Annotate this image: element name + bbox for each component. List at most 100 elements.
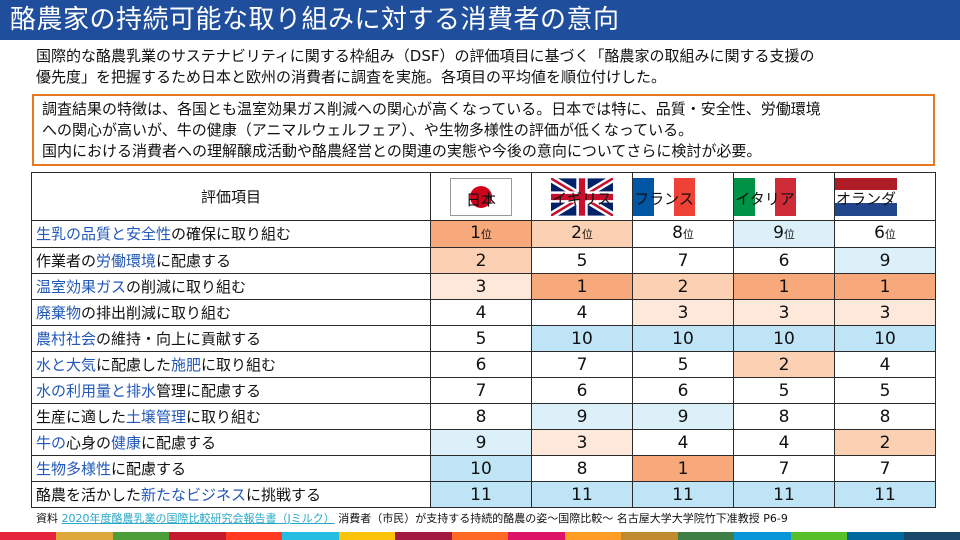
rank-cell: 7 (733, 455, 835, 482)
rank-cell: 8 (531, 455, 633, 482)
rank-value: 4 (879, 354, 891, 375)
rank-cell: 11 (531, 481, 633, 508)
rank-cell: 10 (531, 325, 633, 352)
item-text-mid: の排出削減に取り組む (81, 303, 232, 322)
item-text-mid: の確保に取り組む (171, 225, 292, 243)
rank-cell: 10 (733, 325, 835, 352)
table-row: 牛の心身の健康に配慮する 9 3 4 4 2 (31, 429, 936, 456)
rank-value: 2 (778, 354, 790, 375)
rank-value: 11 (773, 484, 795, 505)
table-row: 生産に適した土壌管理に取り組む 8 9 9 8 8 (31, 403, 936, 430)
header-netherlands: オランダ (834, 172, 936, 221)
rank-cell: 2 (430, 247, 532, 274)
rank-cell: 5 (733, 377, 835, 404)
header-item: 評価項目 (31, 172, 431, 221)
item-text-post: に配慮する (141, 433, 217, 452)
ranking-table: 評価項目 日本 イギリス (31, 172, 936, 508)
item-text-hl1: 新たなビジネス (141, 485, 247, 504)
strip-segment (338, 532, 396, 540)
item-text-post: に取り組む (201, 355, 277, 374)
header-uk: イギリス (531, 172, 633, 221)
country-label: イギリス (551, 189, 612, 208)
title-bar: 酪農家の持続可能な取り組みに対する消費者の意向 (0, 0, 960, 40)
rank-cell: 10 (430, 455, 532, 482)
item-text-hl1: 労働環境 (96, 251, 157, 270)
item-label: 作業者の労働環境に配慮する (31, 247, 431, 274)
strip-segment (395, 532, 452, 540)
rank-cell: 1 (733, 273, 835, 300)
table-row: 生乳の品質と安全性の確保に取り組む 1位 2位 8位 9位 6位 (31, 220, 936, 248)
table-row: 農村社会の維持・向上に貢献する 5 10 10 10 10 (31, 325, 936, 352)
rank-cell: 7 (632, 247, 734, 274)
header-japan: 日本 (430, 172, 532, 221)
rank-value: 7 (879, 458, 891, 479)
rank-value: 7 (677, 250, 689, 271)
rank-cell: 9 (531, 403, 633, 430)
item-text-mid: 心身の (66, 433, 112, 452)
country-label: 日本 (465, 190, 496, 209)
rank-cell: 11 (430, 481, 532, 508)
item-text-hl2: 健康 (111, 433, 142, 452)
item-text-pre: 作業者の (36, 251, 97, 270)
source-detail: 消費者（市民）が支持する持続的酪農の姿～国際比較～ 名古屋大学大学院竹下准教授 … (338, 512, 788, 525)
intro-text: 国際的な酪農乳業のサステナビリティに関する枠組み（DSF）の評価項目に基づく「酪… (36, 46, 936, 88)
rank-cell: 2 (834, 429, 936, 456)
rank-cell: 10 (632, 325, 734, 352)
item-label: 生乳の品質と安全性の確保に取り組む (31, 220, 431, 248)
table-row: 酪農を活かした新たなビジネスに挑戦する 11 11 11 11 11 (31, 481, 936, 508)
rank-cell: 1 (632, 455, 734, 482)
rank-suffix: 位 (682, 228, 694, 241)
strip-segment (564, 532, 622, 540)
strip-segment (790, 532, 848, 540)
source-link[interactable]: 2020年度酪農乳業の国際比較研究会報告書（Jミルク） (61, 512, 335, 525)
rank-cell: 10 (834, 325, 936, 352)
table-row: 水と大気に配慮した施肥に取り組む 6 7 5 2 4 (31, 351, 936, 378)
item-text-mid: に配慮する (156, 251, 232, 270)
rank-value: 11 (470, 484, 492, 505)
table-row: 温室効果ガスの削減に取り組む 3 1 2 1 1 (31, 273, 936, 300)
strip-segment (734, 532, 791, 540)
rank-cell: 8 (733, 403, 835, 430)
rank-cell: 7 (430, 377, 532, 404)
item-text-mid: 管理に配慮する (156, 381, 262, 400)
rank-cell: 3 (430, 273, 532, 300)
rank-value: 3 (879, 302, 891, 323)
rank-cell: 1 (834, 273, 936, 300)
rank-cell: 5 (834, 377, 936, 404)
rank-cell: 4 (632, 429, 734, 456)
rank-value: 3 (778, 302, 790, 323)
rank-value: 10 (874, 328, 896, 349)
strip-segment (282, 532, 339, 540)
color-strip (0, 532, 960, 540)
findings-line-3: 国内における消費者への理解醸成活動や酪農経営との関連の実態や今後の意向についてさ… (42, 142, 762, 160)
rank-value: 1 (677, 458, 689, 479)
country-label: フランス (634, 189, 694, 208)
rank-value: 8 (879, 406, 891, 427)
strip-segment (0, 532, 57, 540)
strip-segment (508, 532, 565, 540)
rank-cell: 7 (834, 455, 936, 482)
item-label: 農村社会の維持・向上に貢献する (31, 325, 431, 352)
strip-segment (903, 532, 960, 540)
table-row: 生物多様性に配慮する 10 8 1 7 7 (31, 455, 936, 482)
item-text-hl1: 温室効果ガス (36, 277, 127, 296)
rank-cell: 9 (430, 429, 532, 456)
item-text-mid: の維持・向上に貢献する (96, 329, 262, 348)
rank-cell: 5 (430, 325, 532, 352)
rank-value: 6 (677, 380, 689, 401)
rank-value: 10 (470, 458, 492, 479)
rank-value: 5 (778, 380, 790, 401)
rank-suffix: 位 (480, 228, 492, 241)
rank-cell: 6 (632, 377, 734, 404)
rank-cell: 11 (632, 481, 734, 508)
rank-value: 4 (677, 432, 689, 453)
strip-segment (847, 532, 904, 540)
table-header-row: 評価項目 日本 イギリス (31, 172, 936, 221)
rank-cell: 2位 (531, 220, 633, 248)
rank-cell: 5 (531, 247, 633, 274)
rank-value: 4 (778, 432, 790, 453)
rank-cell: 1位 (430, 220, 532, 248)
item-label: 温室効果ガスの削減に取り組む (31, 273, 431, 300)
rank-value: 7 (778, 458, 790, 479)
japan-flag-icon: 日本 (450, 177, 512, 216)
